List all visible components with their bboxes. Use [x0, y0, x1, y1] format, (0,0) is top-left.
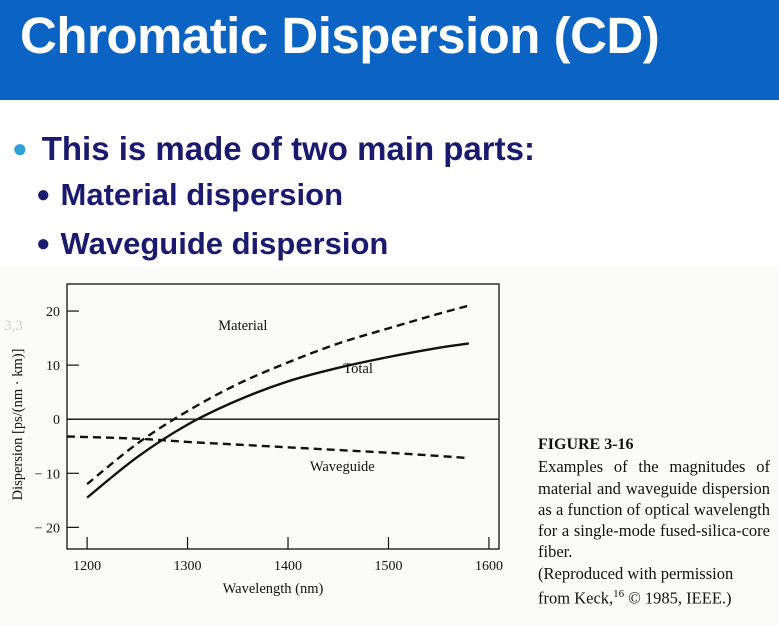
y-tick-label: 20 — [46, 305, 60, 320]
series-label-waveguide: Waveguide — [310, 459, 375, 475]
series-label-total: Total — [343, 361, 373, 377]
x-tick-label: 1400 — [274, 559, 302, 574]
sub-bullet-text: Material dispersion — [60, 177, 344, 212]
bullet-dot-icon: ● — [36, 230, 51, 257]
scan-bleed-mark: 3,3 — [4, 318, 23, 334]
y-tick-label: − 20 — [35, 521, 60, 536]
y-tick-label: − 10 — [35, 467, 60, 482]
slide-title: Chromatic Dispersion (CD) — [20, 7, 660, 64]
x-tick-label: 1500 — [374, 559, 402, 574]
sub-bullet-material: ● Material dispersion — [36, 177, 343, 213]
series-line-total — [86, 342, 470, 499]
x-tick-label: 1600 — [475, 559, 503, 574]
x-axis-label: Wavelength (nm) — [223, 581, 324, 597]
title-bar: Chromatic Dispersion (CD) — [0, 0, 779, 100]
figure-label: FIGURE 3-16 — [538, 436, 634, 453]
credit-prefix: from Keck, — [538, 588, 614, 608]
bullet-dot-icon: ● — [36, 181, 51, 208]
sub-bullet-waveguide: ● Waveguide dispersion — [36, 226, 388, 262]
x-tick-label: 1200 — [73, 559, 101, 574]
figure-caption: FIGURE 3-16 Examples of the magnitudes o… — [538, 434, 770, 609]
series-line-material — [86, 304, 470, 486]
x-tick-label: 1300 — [174, 559, 202, 574]
sub-bullet-text: Waveguide dispersion — [60, 226, 389, 261]
bullet-main-text: This is made of two main parts: — [41, 130, 535, 167]
plot-frame — [66, 283, 500, 550]
bullet-main: ● This is made of two main parts: — [12, 130, 535, 168]
scanned-figure: 3,3 20 10 0 − 10 − 20 1200 1300 1400 1500 1600 Wav… — [0, 266, 779, 625]
credit-ref: 16 — [613, 588, 625, 601]
credit-line1: (Reproduced with permission — [538, 563, 734, 583]
y-axis-label: Dispersion [ps/(nm · km)] — [10, 349, 26, 501]
figure-credit: (Reproduced with permission from Keck,16… — [538, 563, 770, 609]
y-tick-label: 10 — [46, 359, 60, 374]
credit-suffix: © 1985, IEEE.) — [628, 588, 732, 608]
bullet-dot-icon: ● — [12, 133, 28, 163]
series-label-material: Material — [218, 318, 267, 334]
figure-caption-text: Examples of the magnitudes of material a… — [538, 457, 770, 562]
y-tick-label: 0 — [53, 413, 60, 428]
dispersion-chart: 20 10 0 − 10 − 20 1200 1300 1400 1500 1600 Wavelen… — [10, 283, 503, 597]
series-line-waveguide — [66, 435, 469, 460]
